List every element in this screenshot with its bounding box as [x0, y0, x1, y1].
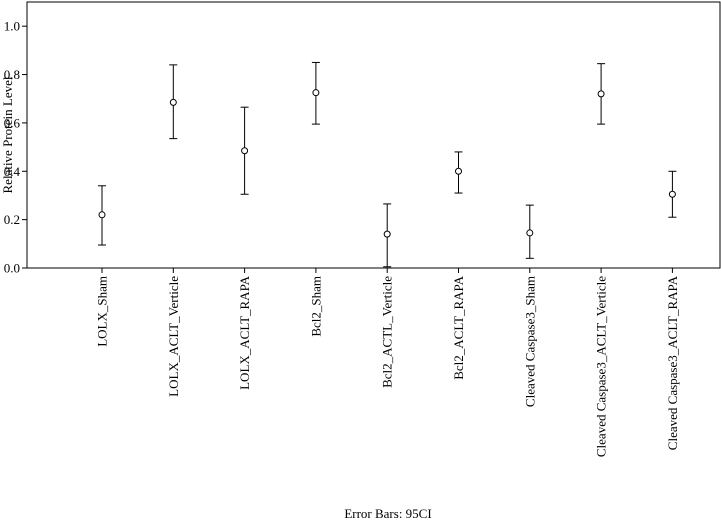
mean-point: [312, 89, 320, 97]
error-bar-group: [597, 63, 606, 125]
y-tick-label: 0.2: [4, 212, 20, 227]
error-bar-group: [525, 204, 534, 259]
y-tick-label: 0.4: [4, 164, 21, 179]
x-tick-label: Bcl2_ACLT_RAPA: [451, 275, 466, 379]
x-tick-label: LOLX_ACLT_Verticle: [166, 276, 181, 397]
error-bar-group: [454, 151, 463, 194]
x-tick-label: Cleaved Caspase3_ACLT_RAPA: [665, 275, 680, 450]
mean-point: [383, 230, 391, 238]
mean-point: [668, 190, 676, 198]
error-bar-group: [311, 61, 320, 125]
error-bar-group: [383, 203, 392, 268]
mean-point: [526, 229, 534, 237]
x-axis: LOLX_Sham LOLX_ACLT_Verticle LOLX_ACLT_RAP…: [95, 268, 680, 457]
error-bar-group: [98, 185, 106, 246]
data-marks: [98, 61, 677, 268]
mean-point: [241, 147, 249, 155]
error-bar-group: [169, 64, 178, 140]
plot-frame: [26, 1, 721, 269]
y-axis-title: Relative Protein Level: [0, 76, 15, 193]
mean-point: [169, 98, 177, 106]
x-tick-label: Cleaved Caspase3_ACLT_Verticle: [594, 276, 609, 457]
y-tick-label: 0.6: [4, 115, 21, 130]
error-bar-group: [668, 170, 677, 218]
x-tick-label: LOLX_Sham: [95, 276, 110, 347]
x-tick-label: Cleaved Caspase3_Sham: [522, 276, 537, 407]
error-bar-group: [240, 106, 249, 195]
mean-point: [597, 90, 605, 98]
mean-point: [455, 167, 462, 175]
y-axis: 0.0 0.2 0.4 0.6 0.8 1.0: [4, 19, 27, 276]
y-tick-label: 0.0: [4, 261, 20, 276]
error-bars-footnote: Error Bars: 95CI: [344, 506, 431, 521]
x-tick-label: Bcl2_ACTL_Verticle: [380, 276, 395, 388]
mean-point: [98, 211, 106, 219]
y-tick-label: 0.8: [4, 67, 20, 82]
y-tick-label: 1.0: [4, 19, 20, 34]
x-tick-label: LOLX_ACLT_RAPA: [237, 275, 252, 390]
x-tick-label: Bcl2_Sham: [308, 276, 323, 337]
